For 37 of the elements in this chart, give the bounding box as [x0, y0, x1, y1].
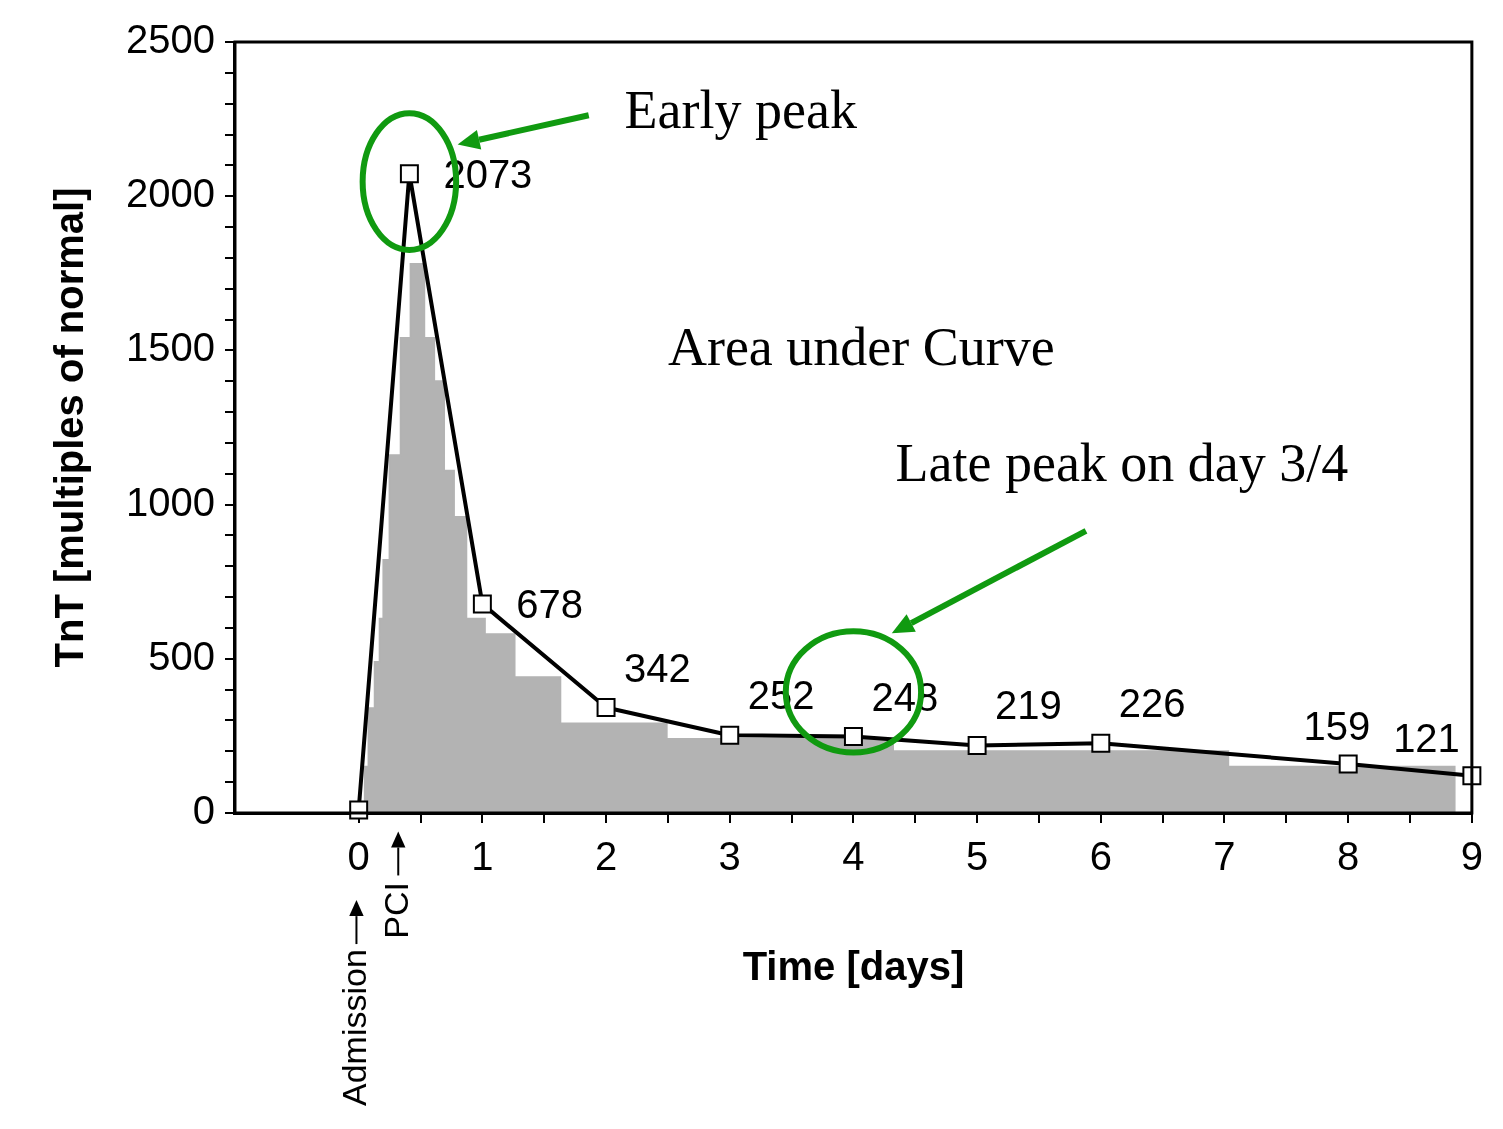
x-tick-label: 9	[1460, 834, 1483, 879]
y-tick-label: 1000	[126, 479, 215, 524]
data-label: 121	[1393, 715, 1460, 760]
x-tick-label: 0	[347, 834, 370, 879]
point	[399, 164, 419, 184]
point	[1338, 754, 1358, 774]
point	[720, 725, 740, 745]
y-tick-label: 1500	[126, 325, 215, 370]
data-label: 159	[1303, 703, 1371, 748]
x-tick-label: 7	[1213, 834, 1236, 879]
data-label: 219	[995, 683, 1062, 728]
annotation: Area under Curve	[667, 316, 1055, 377]
x-axis-title: Time [days]	[742, 944, 965, 989]
text: PCI	[376, 881, 415, 939]
point	[843, 727, 863, 746]
data-label: 342	[624, 645, 691, 690]
point	[472, 594, 492, 614]
x-tick-label: 5	[965, 834, 989, 879]
y-tick-label: 0	[192, 788, 215, 833]
x-tick-label: 8	[1337, 834, 1360, 879]
x-tick-label: 1	[471, 834, 494, 879]
x-tick-label: 2	[594, 834, 618, 879]
annotation: Late peak on day 3/4	[895, 433, 1349, 494]
point	[1091, 733, 1111, 753]
data-label: 678	[516, 581, 584, 626]
annotation: Early peak	[624, 79, 857, 140]
y-tick-label: 500	[148, 633, 215, 678]
x-tick-label: 6	[1089, 834, 1112, 879]
point	[967, 735, 987, 755]
y-axis-title: TnT [multiples of normal]	[47, 187, 92, 668]
x-tick-label: 4	[842, 834, 865, 879]
text: Admission	[334, 949, 373, 1106]
y-tick-label: 2500	[126, 17, 215, 62]
point	[596, 698, 616, 718]
y-tick-label: 2000	[126, 171, 215, 216]
data-label: 226	[1118, 681, 1186, 726]
x-tick-label: 3	[718, 834, 741, 879]
